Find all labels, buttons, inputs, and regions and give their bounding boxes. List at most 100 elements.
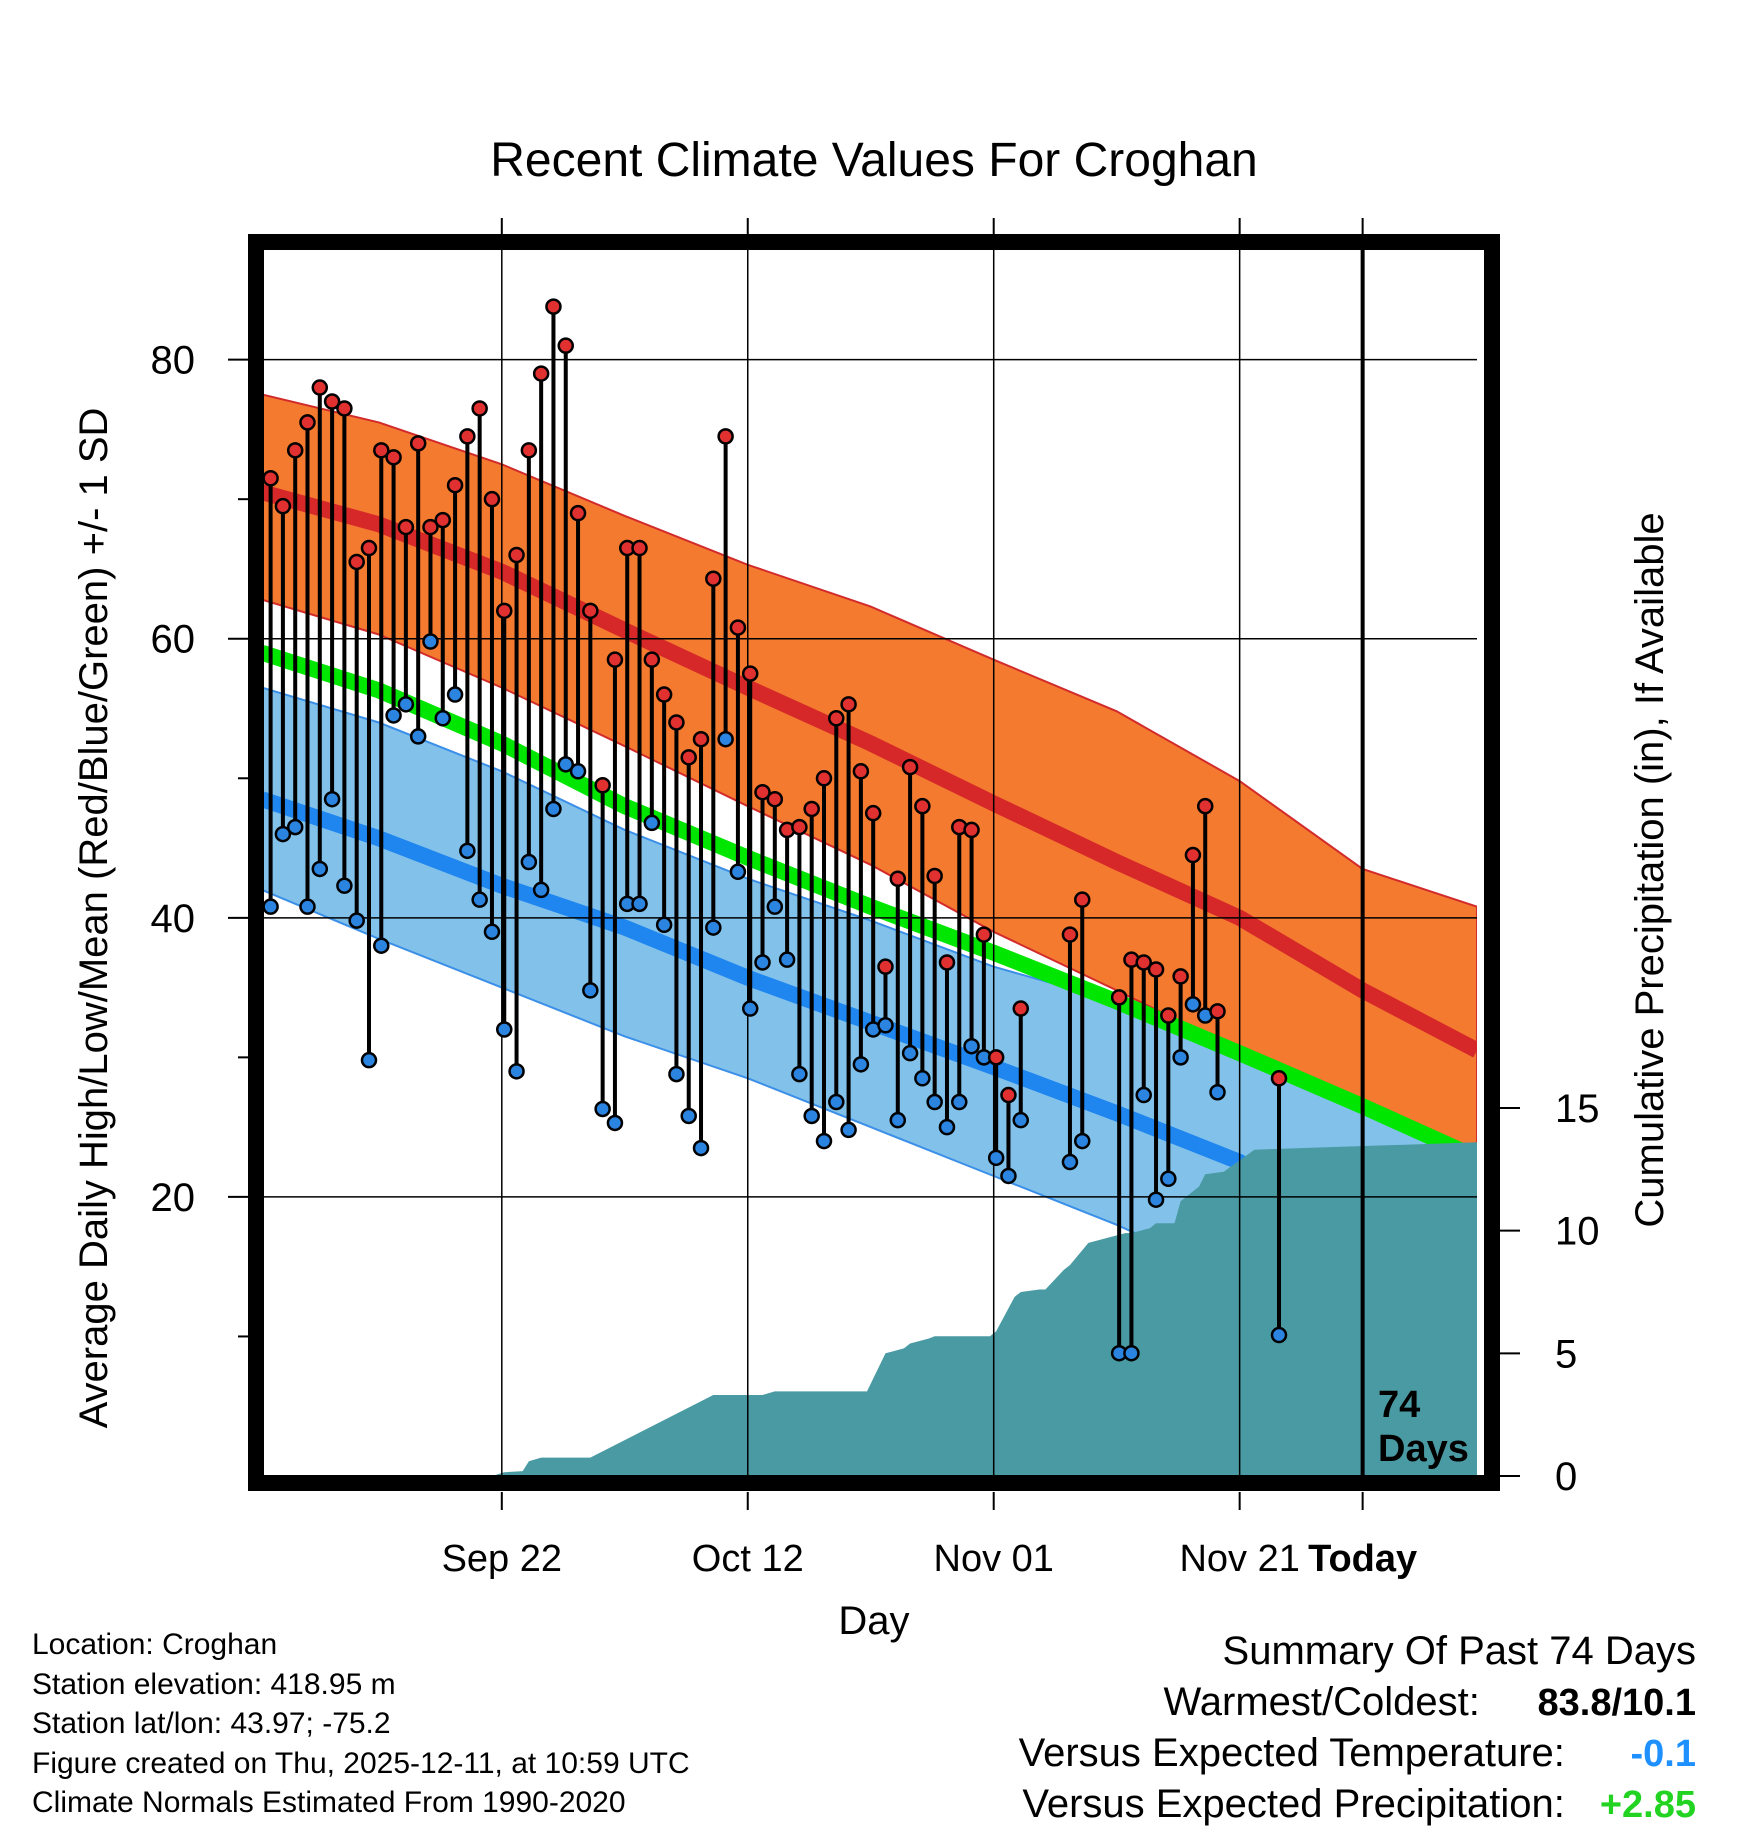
location-text: Location: Croghan [32, 1628, 278, 1661]
daily-low-point [545, 800, 562, 818]
daily-low-point [373, 937, 390, 954]
daily-low-point [459, 842, 476, 860]
daily-low-point [532, 881, 550, 899]
daily-low-point [1184, 996, 1202, 1013]
x-tick-label: Oct 12 [692, 1538, 804, 1580]
daily-low-point [778, 951, 796, 968]
daily-high-point [840, 696, 857, 713]
normals-text: Climate Normals Estimated From 1990-2020 [32, 1786, 626, 1819]
daily-high-point [852, 763, 870, 780]
daily-low-point [496, 1021, 513, 1038]
daily-points [262, 298, 1288, 1362]
daily-high-point [1000, 1086, 1017, 1104]
daily-low-point [286, 818, 304, 836]
daily-high-point [606, 651, 624, 668]
daily-high-point [889, 870, 907, 887]
daily-high-point [262, 470, 279, 487]
daily-high-point [1196, 797, 1214, 815]
daily-high-point [557, 337, 574, 354]
daily-low-point [815, 1132, 833, 1150]
y-tick-label: 20 [151, 1176, 196, 1220]
daily-high-point [1184, 846, 1202, 864]
daily-high-point [914, 797, 931, 815]
daily-high-point [729, 619, 747, 636]
daily-low-point [692, 1139, 710, 1157]
elevation-text: Station elevation: 418.95 m [32, 1667, 396, 1701]
daily-high-point [545, 298, 562, 315]
daily-high-point [692, 730, 710, 748]
daily-low-point [938, 1118, 956, 1136]
daily-high-point [409, 435, 427, 452]
daily-low-point [680, 1107, 697, 1125]
daily-low-point [569, 763, 587, 780]
daily-high-point [766, 790, 784, 808]
daily-high-point [520, 442, 538, 459]
x-tick-label: Today [1308, 1538, 1417, 1580]
daily-high-point [459, 428, 476, 445]
daily-low-point [1123, 1344, 1140, 1362]
daily-low-point [299, 898, 316, 915]
daily-low-point [582, 982, 599, 999]
daily-high-point [397, 518, 415, 536]
daily-high-point [1073, 891, 1091, 908]
daily-high-point [336, 400, 353, 417]
daily-high-point [582, 602, 599, 620]
daily-high-point [348, 553, 365, 571]
daily-high-point [1012, 1000, 1030, 1017]
daily-high-point [1110, 989, 1128, 1006]
y-right-tick-label: 15 [1555, 1087, 1600, 1131]
x-axis-label: Day [838, 1599, 909, 1643]
daily-high-point [1270, 1070, 1288, 1087]
precip-label: Versus Expected Precipitation: [1022, 1782, 1565, 1826]
y-axis-label-left: Average Daily High/Low/Mean (Red/Blue/Gr… [72, 408, 116, 1429]
daily-low-point [914, 1070, 931, 1087]
plot-border [248, 234, 1500, 1491]
daily-low-point [1172, 1049, 1189, 1066]
summary-heading: Summary Of Past 74 Days [1222, 1629, 1696, 1673]
daily-low-point [520, 853, 538, 871]
daily-low-point [1209, 1084, 1226, 1101]
daily-high-point [311, 379, 329, 396]
daily-high-point [717, 428, 734, 445]
daily-low-point [741, 1000, 759, 1017]
daily-high-point [803, 800, 820, 818]
daily-low-point [729, 863, 747, 881]
station-info: Location: Croghan Station elevation: 418… [32, 1625, 690, 1823]
daily-high-point [987, 1049, 1005, 1066]
daily-stems [268, 306, 1282, 1354]
x-tick-label: Nov 21 [1179, 1538, 1299, 1580]
daily-low-point [852, 1056, 870, 1073]
summary-warm-cold-row: Warmest/Coldest: 83.8/10.1 [1019, 1677, 1697, 1728]
daily-high-point [274, 497, 292, 515]
daily-high-point [360, 539, 378, 557]
daily-high-point [532, 365, 550, 382]
y-right-tick-label: 10 [1555, 1210, 1600, 1254]
daily-low-point [754, 954, 771, 971]
daily-low-point [889, 1111, 907, 1129]
plot-frame [248, 234, 1500, 1491]
daily-high-point [299, 414, 316, 431]
daily-low-point [606, 1114, 624, 1132]
y-right-tick-label: 0 [1555, 1455, 1577, 1499]
daily-low-point [434, 710, 452, 727]
daily-high-point [741, 665, 759, 682]
temp-value: -0.1 [1630, 1733, 1696, 1775]
y-right-tick-label: 5 [1555, 1332, 1577, 1376]
daily-low-point [1073, 1132, 1091, 1150]
daily-low-point [655, 916, 673, 934]
daily-low-point [594, 1100, 611, 1118]
daily-low-point [717, 730, 734, 748]
y-tick-label: 40 [151, 897, 196, 941]
daily-low-point [1061, 1153, 1079, 1171]
temp-label: Versus Expected Temperature: [1018, 1731, 1565, 1775]
daily-low-point [471, 891, 488, 908]
daily-high-point [385, 449, 402, 466]
daily-low-point [397, 696, 415, 713]
daily-low-point [705, 919, 722, 936]
daily-high-point [1209, 1003, 1226, 1020]
daily-low-point [828, 1093, 845, 1111]
daily-low-point [483, 923, 501, 941]
daily-high-point [963, 821, 980, 839]
daily-low-point [336, 877, 353, 894]
